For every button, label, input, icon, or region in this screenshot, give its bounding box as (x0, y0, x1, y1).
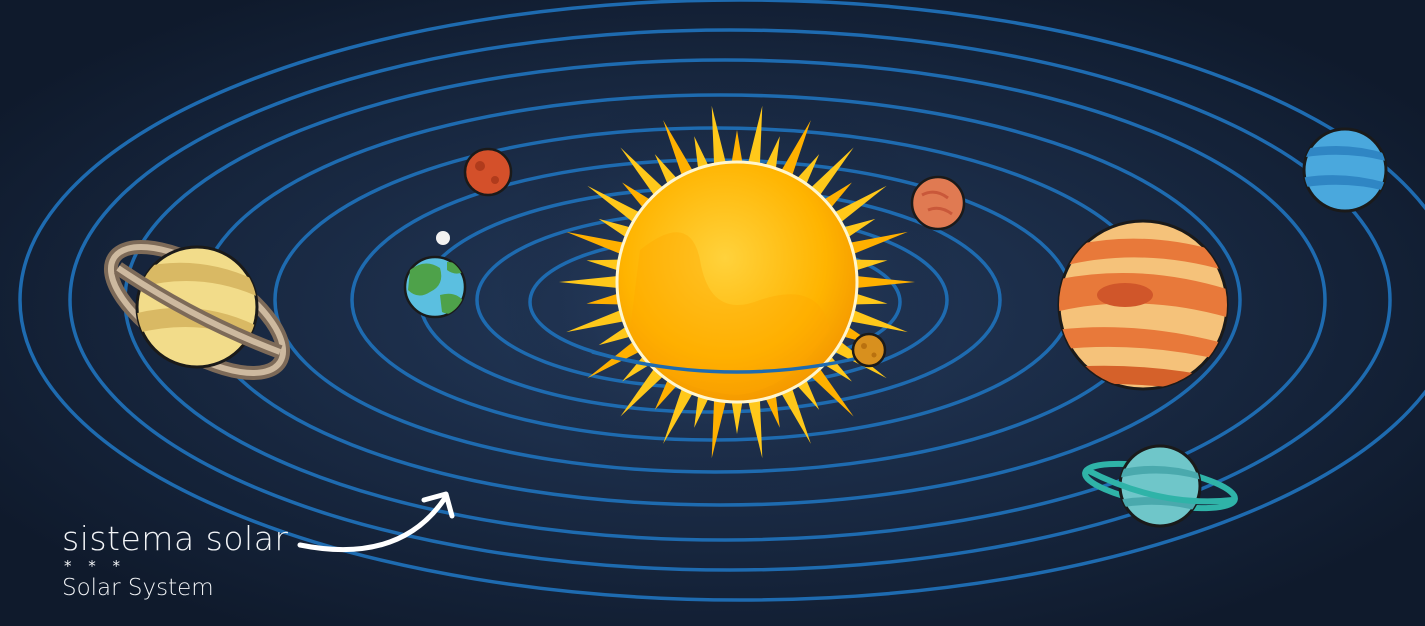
sun-ray (842, 307, 908, 333)
sun-body (615, 160, 859, 404)
caption-arrow (297, 491, 455, 553)
sun-ray (587, 185, 647, 228)
moon (436, 231, 450, 245)
sun-ray (746, 391, 763, 459)
planet-saturn (103, 240, 291, 380)
planet-mercury (851, 332, 887, 368)
sun-ray (842, 231, 908, 257)
sun-ray (711, 105, 728, 173)
orbit-ring (18, 0, 1425, 602)
sun-ray (805, 362, 854, 417)
caption-separator: * * * (64, 557, 127, 575)
sun-ray (730, 130, 744, 171)
sun-highlight (630, 232, 830, 395)
caption-secondary: Solar System (62, 575, 214, 601)
sun-ray (777, 380, 811, 444)
sun-ray (620, 147, 669, 202)
sun-ray (620, 362, 669, 417)
sun-ray (827, 185, 887, 228)
sun-ray (805, 147, 854, 202)
sun-ray (566, 231, 632, 257)
caption-primary: sistema solar (62, 519, 289, 558)
sun-ray (559, 275, 626, 289)
sun-ray (711, 391, 728, 459)
sun-ray (848, 275, 915, 289)
planet-earth (403, 255, 467, 319)
sun-ray (566, 307, 632, 333)
sun-ray (730, 393, 744, 434)
sun-ray (777, 120, 811, 184)
sun-ray (663, 120, 697, 184)
sun-ray (746, 105, 763, 173)
planet-uranus (1082, 444, 1238, 528)
orbit-ring (68, 28, 1392, 572)
planet-neptune (1302, 127, 1388, 213)
sun (559, 105, 915, 459)
caption: sistema solar * * * Solar System (62, 520, 289, 602)
sun-ray (663, 380, 697, 444)
planet-venus (463, 147, 513, 197)
orbit-front-arc (591, 350, 883, 374)
planet-jupiter (1057, 219, 1229, 391)
planet-mars (910, 175, 966, 231)
